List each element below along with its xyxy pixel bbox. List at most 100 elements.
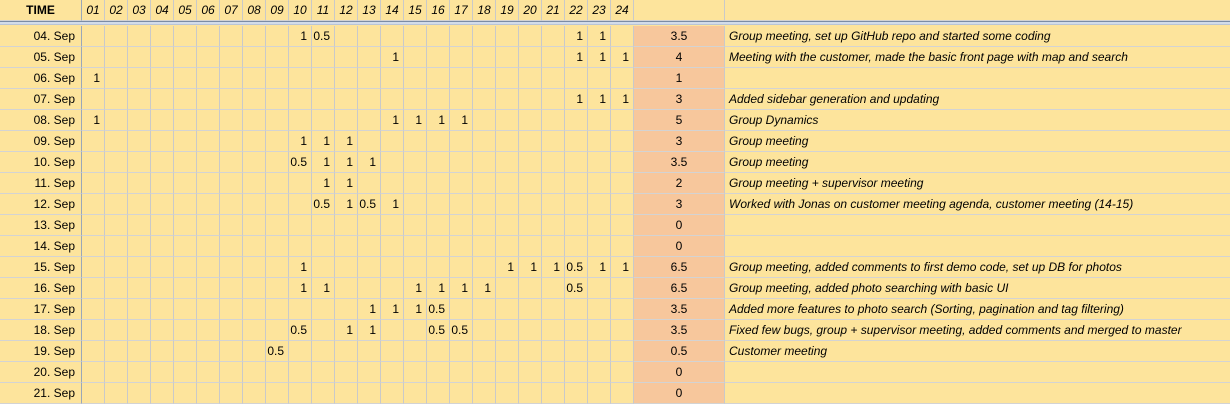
hour-cell-20[interactable] <box>519 320 542 341</box>
hour-cell-06[interactable] <box>197 383 220 404</box>
hour-cell-19[interactable] <box>496 215 519 236</box>
hour-cell-10[interactable] <box>289 362 312 383</box>
hour-cell-04[interactable] <box>151 173 174 194</box>
hour-cell-01[interactable] <box>82 257 105 278</box>
hour-cell-16[interactable] <box>427 131 450 152</box>
hour-cell-14[interactable] <box>381 89 404 110</box>
hour-header-11[interactable]: 11 <box>312 0 335 21</box>
hour-header-08[interactable]: 08 <box>243 0 266 21</box>
hour-cell-03[interactable] <box>128 236 151 257</box>
hour-cell-18[interactable]: 1 <box>473 278 496 299</box>
hour-cell-24[interactable] <box>611 173 634 194</box>
hour-cell-04[interactable] <box>151 26 174 47</box>
description-cell[interactable]: Worked with Jonas on customer meeting ag… <box>725 194 1230 215</box>
hour-cell-13[interactable] <box>358 383 381 404</box>
hour-cell-16[interactable] <box>427 89 450 110</box>
hour-header-20[interactable]: 20 <box>519 0 542 21</box>
hour-cell-03[interactable] <box>128 215 151 236</box>
hour-cell-24[interactable] <box>611 341 634 362</box>
hour-cell-02[interactable] <box>105 26 128 47</box>
hour-cell-23[interactable] <box>588 278 611 299</box>
hour-cell-21[interactable] <box>542 278 565 299</box>
hour-cell-06[interactable] <box>197 47 220 68</box>
hour-cell-03[interactable] <box>128 320 151 341</box>
hour-cell-06[interactable] <box>197 131 220 152</box>
hour-cell-24[interactable] <box>611 383 634 404</box>
hour-cell-13[interactable] <box>358 257 381 278</box>
hour-header-13[interactable]: 13 <box>358 0 381 21</box>
hour-cell-22[interactable] <box>565 320 588 341</box>
hour-cell-17[interactable] <box>450 47 473 68</box>
hour-cell-08[interactable] <box>243 131 266 152</box>
hour-cell-12[interactable]: 1 <box>335 152 358 173</box>
hour-cell-02[interactable] <box>105 131 128 152</box>
hour-cell-15[interactable]: 1 <box>404 278 427 299</box>
date-cell[interactable]: 10. Sep <box>0 152 82 173</box>
hour-cell-20[interactable] <box>519 215 542 236</box>
hour-header-18[interactable]: 18 <box>473 0 496 21</box>
hour-cell-20[interactable] <box>519 131 542 152</box>
hour-cell-01[interactable] <box>82 47 105 68</box>
date-cell[interactable]: 20. Sep <box>0 362 82 383</box>
hour-cell-17[interactable] <box>450 89 473 110</box>
hour-cell-17[interactable] <box>450 194 473 215</box>
hour-cell-15[interactable] <box>404 257 427 278</box>
hour-cell-07[interactable] <box>220 341 243 362</box>
hour-cell-11[interactable] <box>312 236 335 257</box>
hour-cell-14[interactable] <box>381 257 404 278</box>
hour-cell-04[interactable] <box>151 320 174 341</box>
hour-cell-14[interactable]: 1 <box>381 110 404 131</box>
hour-cell-05[interactable] <box>174 47 197 68</box>
hour-cell-03[interactable] <box>128 68 151 89</box>
hour-cell-11[interactable] <box>312 215 335 236</box>
hour-cell-17[interactable] <box>450 215 473 236</box>
hour-cell-10[interactable] <box>289 383 312 404</box>
hour-cell-01[interactable] <box>82 131 105 152</box>
hour-cell-02[interactable] <box>105 110 128 131</box>
hour-cell-13[interactable]: 1 <box>358 320 381 341</box>
hour-cell-09[interactable] <box>266 383 289 404</box>
date-cell[interactable]: 21. Sep <box>0 383 82 404</box>
hour-cell-08[interactable] <box>243 299 266 320</box>
hour-cell-23[interactable] <box>588 110 611 131</box>
hour-cell-07[interactable] <box>220 299 243 320</box>
hour-cell-15[interactable] <box>404 68 427 89</box>
hour-cell-20[interactable] <box>519 278 542 299</box>
hour-cell-08[interactable] <box>243 47 266 68</box>
hour-cell-24[interactable] <box>611 26 634 47</box>
hour-cell-21[interactable] <box>542 47 565 68</box>
hour-header-03[interactable]: 03 <box>128 0 151 21</box>
hour-cell-05[interactable] <box>174 320 197 341</box>
hour-cell-11[interactable]: 1 <box>312 173 335 194</box>
date-cell[interactable]: 08. Sep <box>0 110 82 131</box>
hour-cell-14[interactable] <box>381 320 404 341</box>
hour-cell-09[interactable] <box>266 47 289 68</box>
hour-cell-14[interactable] <box>381 26 404 47</box>
hour-cell-09[interactable] <box>266 278 289 299</box>
hour-cell-16[interactable]: 1 <box>427 278 450 299</box>
hour-cell-22[interactable] <box>565 341 588 362</box>
hour-cell-08[interactable] <box>243 173 266 194</box>
total-header[interactable] <box>634 0 725 21</box>
hour-cell-16[interactable] <box>427 173 450 194</box>
hour-cell-18[interactable] <box>473 152 496 173</box>
hour-cell-05[interactable] <box>174 278 197 299</box>
hour-cell-04[interactable] <box>151 194 174 215</box>
hour-cell-15[interactable] <box>404 131 427 152</box>
hour-cell-04[interactable] <box>151 278 174 299</box>
hour-cell-09[interactable] <box>266 26 289 47</box>
hour-cell-06[interactable] <box>197 362 220 383</box>
hour-cell-05[interactable] <box>174 26 197 47</box>
hour-cell-13[interactable] <box>358 236 381 257</box>
hour-cell-24[interactable]: 1 <box>611 47 634 68</box>
hour-cell-19[interactable] <box>496 47 519 68</box>
hour-cell-21[interactable] <box>542 362 565 383</box>
hour-cell-11[interactable]: 1 <box>312 131 335 152</box>
hour-cell-23[interactable] <box>588 320 611 341</box>
hour-cell-16[interactable] <box>427 68 450 89</box>
hour-cell-14[interactable] <box>381 152 404 173</box>
hour-cell-18[interactable] <box>473 215 496 236</box>
hour-cell-23[interactable] <box>588 131 611 152</box>
hour-cell-02[interactable] <box>105 383 128 404</box>
hour-cell-22[interactable]: 1 <box>565 89 588 110</box>
